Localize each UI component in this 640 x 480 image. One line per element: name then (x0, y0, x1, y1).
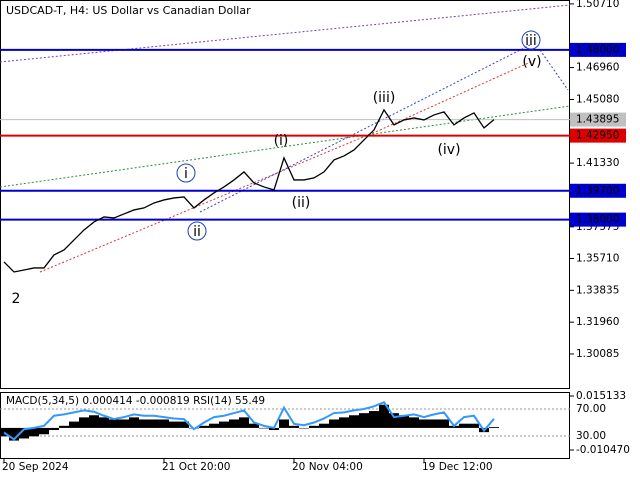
macd-bar (409, 417, 419, 428)
y-tick-label: 1.45080 (576, 93, 619, 105)
macd-bar (229, 419, 239, 428)
trend-line (379, 59, 536, 131)
macd-bar (339, 417, 349, 428)
macd-bar (309, 425, 319, 428)
macd-bar (269, 427, 279, 431)
macd-bar (369, 411, 379, 428)
wave-circle (521, 30, 541, 50)
macd-bar (299, 427, 309, 429)
macd-bar (329, 419, 339, 428)
level-label: 1.42950 (576, 130, 619, 142)
macd-bar (489, 427, 499, 428)
y-tick-label: 0.015133 (576, 390, 626, 402)
macd-bar (49, 427, 59, 431)
wave-label: (ii) (292, 195, 311, 211)
macd-bar (129, 417, 139, 428)
trend-line (0, 4, 571, 63)
macd-bar (59, 425, 69, 428)
indicator-pane (0, 392, 570, 459)
macd-bar (359, 413, 369, 428)
wave-circle (187, 221, 207, 241)
level-label: 1.39700 (576, 185, 619, 197)
macd-bar (9, 427, 19, 441)
macd-bar (119, 419, 129, 428)
macd-bar (139, 419, 149, 428)
macd-bar (169, 421, 179, 428)
x-tick-label: 21 Oct 20:00 (162, 461, 230, 473)
macd-bar (249, 423, 259, 428)
macd-bar (69, 421, 79, 428)
y-tick-label: 1.33835 (576, 284, 619, 296)
wave-label: (i) (274, 133, 289, 149)
macd-bar (79, 417, 89, 428)
macd-bar (29, 427, 39, 437)
rsi-line (3, 401, 495, 441)
macd-bar (99, 417, 109, 428)
current-price-label: 1.43895 (576, 114, 619, 126)
macd-bar (259, 427, 269, 429)
macd-bar (389, 413, 399, 428)
macd-bar (349, 415, 359, 428)
trend-lines (0, 4, 571, 273)
macd-bar (289, 425, 299, 428)
trend-line (539, 49, 569, 91)
macd-bar (19, 427, 29, 439)
y2-tick-label: 30.00 (576, 430, 606, 442)
macd-bar (209, 423, 219, 428)
y2-tick-label: 70.00 (576, 403, 606, 415)
macd-bar (89, 415, 99, 428)
macd-bar (319, 423, 329, 428)
level-box (570, 42, 626, 57)
macd-bar (219, 421, 229, 428)
macd-bar (379, 404, 389, 428)
macd-bar (419, 419, 429, 428)
macd-bar (149, 419, 159, 428)
y-tick-label: 1.35710 (576, 252, 619, 264)
macd-bar (109, 419, 119, 428)
level-box (570, 128, 626, 143)
wave-label: (iv) (437, 142, 460, 158)
wave-label: (iii) (373, 90, 396, 106)
x-tick-label: 20 Nov 04:00 (292, 461, 363, 473)
y-tick-label: 1.30085 (576, 348, 619, 360)
y-tick-label: 1.41330 (576, 157, 619, 169)
macd-bar (239, 417, 249, 428)
y-tick-label: 1.50710 (576, 0, 619, 10)
macd-bar (469, 423, 479, 428)
macd-bar (159, 419, 169, 428)
chart-title: USDCAD-T, H4: US Dollar vs Canadian Doll… (6, 4, 251, 17)
level-label: 1.38000 (576, 214, 619, 226)
wave-label: 2 (12, 291, 21, 307)
y-tick-label: -0.010470 (576, 444, 630, 456)
level-label: 1.48000 (576, 44, 619, 56)
macd-bar (279, 419, 289, 428)
indicator-title: MACD(5,34,5) 0.000414 -0.000819 RSI(14) … (6, 395, 265, 407)
y-tick-label: 1.31960 (576, 316, 619, 328)
wave-label: (v) (522, 54, 541, 70)
level-box (570, 183, 626, 198)
macd-bar (429, 419, 439, 428)
macd-bar (459, 423, 469, 428)
level-box (570, 212, 626, 227)
current-price-box (570, 112, 626, 127)
wave-label: iii (525, 33, 537, 49)
price-line (3, 108, 495, 273)
macd-bar (39, 427, 49, 435)
main-pane (0, 0, 570, 389)
trend-line (39, 129, 381, 273)
wave-label: i (184, 166, 188, 182)
wave-label: ii (193, 224, 201, 240)
wave-circle (176, 163, 196, 183)
macd-bar (399, 415, 409, 428)
macd-bar (199, 425, 209, 428)
x-tick-label: 20 Sep 2024 (2, 461, 69, 473)
y-tick-label: 1.46960 (576, 62, 619, 74)
trend-line (199, 44, 531, 213)
macd-bar (179, 421, 189, 428)
x-tick-label: 19 Dec 12:00 (422, 461, 493, 473)
macd-bar (439, 419, 449, 428)
